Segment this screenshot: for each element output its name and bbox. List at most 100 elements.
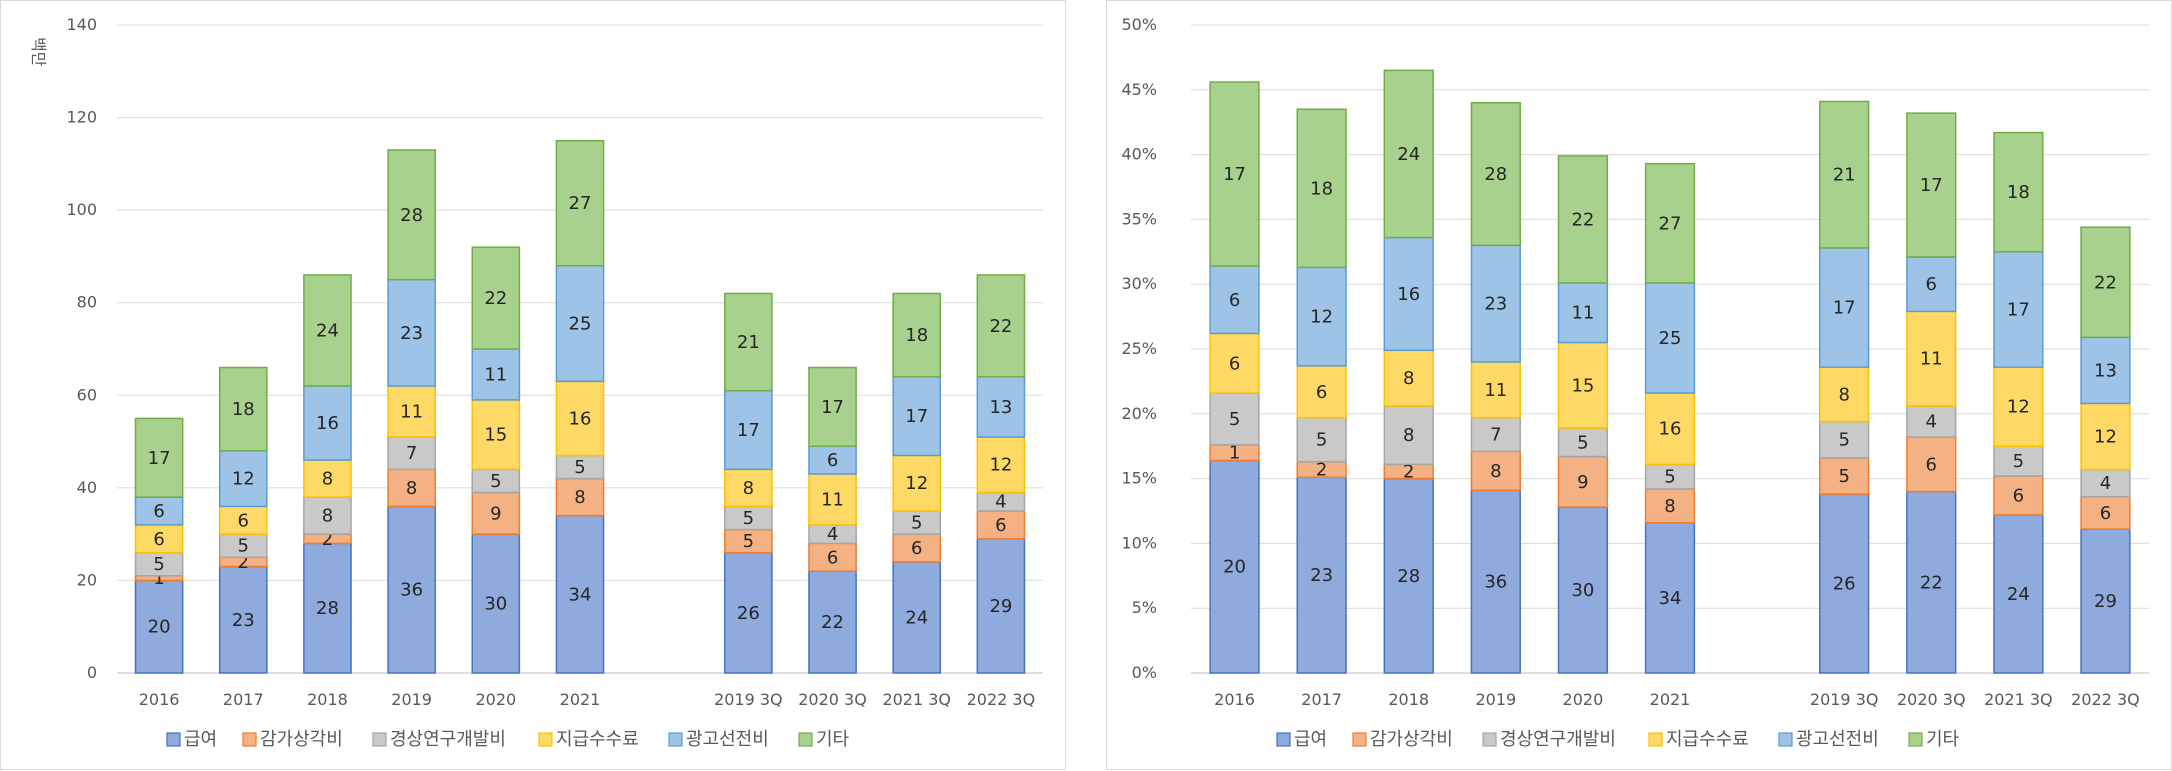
right-data-label: 5 bbox=[1577, 432, 1588, 453]
left-legend-swatch bbox=[242, 732, 257, 747]
right-data-label: 16 bbox=[1659, 419, 1682, 440]
right-bar-segment bbox=[2080, 495, 2131, 530]
right-bar-segment bbox=[1906, 490, 1957, 674]
left-data-label: 17 bbox=[905, 406, 928, 427]
left-legend-label: 지급수수료 bbox=[556, 729, 639, 750]
left-ytick-label: 100 bbox=[66, 200, 97, 219]
right-legend-label: 기타 bbox=[1926, 729, 1960, 750]
left-data-label: 5 bbox=[490, 471, 501, 492]
left-x-tick-label: 2018 bbox=[307, 690, 348, 709]
left-data-label: 28 bbox=[400, 205, 423, 226]
left-ytick-label: 0 bbox=[87, 663, 97, 682]
left-x-tick-label: 2021 3Q bbox=[882, 690, 951, 709]
right-data-label: 6 bbox=[1926, 454, 1937, 475]
right-legend-swatch bbox=[1648, 732, 1663, 747]
right-data-label: 11 bbox=[1571, 303, 1594, 324]
right-data-label: 11 bbox=[1484, 380, 1507, 401]
left-data-label: 17 bbox=[148, 448, 171, 469]
left-bar-segment bbox=[218, 450, 268, 508]
right-bar-segment bbox=[1296, 108, 1347, 269]
left-data-label: 16 bbox=[569, 408, 592, 429]
right-bar-segment bbox=[1819, 100, 1870, 249]
right-data-label: 23 bbox=[1310, 565, 1333, 586]
right-legend-swatch bbox=[1908, 732, 1923, 747]
right-bar-segment bbox=[1993, 445, 2044, 477]
left-data-label: 9 bbox=[490, 503, 501, 524]
right-data-label: 6 bbox=[2013, 485, 2024, 506]
left-data-label: 18 bbox=[232, 399, 255, 420]
left-data-label: 11 bbox=[821, 489, 844, 510]
right-data-label: 5 bbox=[1838, 430, 1849, 451]
left-data-label: 5 bbox=[743, 508, 754, 529]
right-data-label: 6 bbox=[1229, 353, 1240, 374]
left-ytick-label: 140 bbox=[66, 15, 97, 34]
left-data-label: 28 bbox=[316, 598, 339, 619]
right-x-tick-label: 2016 bbox=[1214, 690, 1255, 709]
left-data-label: 5 bbox=[743, 531, 754, 552]
right-legend-label: 광고선전비 bbox=[1796, 729, 1879, 750]
right-data-label: 27 bbox=[1659, 213, 1682, 234]
left-data-label: 8 bbox=[322, 506, 333, 527]
left-bar-segment bbox=[471, 491, 521, 535]
left-ytick-label: 80 bbox=[77, 293, 97, 312]
right-data-label: 24 bbox=[1397, 144, 1420, 165]
left-data-label: 2 bbox=[322, 529, 333, 550]
right-data-label: 8 bbox=[1664, 496, 1675, 517]
right-x-tick-label: 2019 bbox=[1475, 690, 1516, 709]
right-bar-segment bbox=[1296, 365, 1347, 419]
left-ytick-label: 120 bbox=[66, 108, 97, 127]
left-data-label: 8 bbox=[322, 469, 333, 490]
right-data-label: 6 bbox=[1229, 290, 1240, 311]
left-bar-segment bbox=[724, 292, 773, 392]
right-ytick-label: 15% bbox=[1121, 469, 1157, 488]
right-data-label: 8 bbox=[1403, 368, 1414, 389]
left-data-label: 11 bbox=[400, 401, 423, 422]
right-data-label: 5 bbox=[1838, 466, 1849, 487]
chart-left-svg: 020406080100120140백만20162015661720172325… bbox=[29, 15, 1043, 750]
right-ytick-label: 5% bbox=[1132, 598, 1157, 617]
right-bar-segment bbox=[1209, 332, 1260, 394]
left-bar-segment bbox=[387, 385, 436, 438]
left-data-label: 7 bbox=[406, 443, 417, 464]
right-ytick-label: 0% bbox=[1132, 663, 1157, 682]
left-bar-segment bbox=[808, 366, 857, 447]
left-data-label: 6 bbox=[238, 510, 249, 531]
right-bar-segment bbox=[1383, 405, 1434, 466]
left-bar-segment bbox=[218, 366, 268, 452]
left-bar-segment bbox=[892, 533, 942, 563]
right-legend-swatch bbox=[1276, 732, 1291, 747]
right-bar-segment bbox=[1906, 436, 1957, 493]
right-data-label: 26 bbox=[1833, 574, 1856, 595]
right-data-label: 5 bbox=[2013, 451, 2024, 472]
left-bar-segment bbox=[303, 385, 352, 461]
right-legend-swatch bbox=[1352, 732, 1367, 747]
right-data-label: 8 bbox=[1490, 461, 1501, 482]
right-x-tick-label: 2019 3Q bbox=[1810, 690, 1879, 709]
right-bar-segment bbox=[1557, 282, 1609, 344]
right-legend-label: 감가상각비 bbox=[1370, 729, 1453, 750]
left-bar-segment bbox=[471, 399, 521, 471]
right-bar-segment bbox=[1993, 251, 2044, 368]
right-x-tick-label: 2017 bbox=[1301, 690, 1342, 709]
right-x-tick-label: 2022 3Q bbox=[2071, 690, 2140, 709]
left-data-label: 5 bbox=[238, 536, 249, 557]
left-bar-segment bbox=[134, 417, 184, 498]
left-legend-label: 기타 bbox=[816, 729, 850, 750]
left-bar-segment bbox=[218, 505, 268, 535]
right-data-label: 17 bbox=[1223, 164, 1246, 185]
right-bar-segment bbox=[1470, 489, 1521, 674]
right-bar-segment bbox=[1209, 81, 1260, 267]
right-bar-segment bbox=[1383, 236, 1434, 352]
right-data-label: 22 bbox=[1571, 209, 1594, 230]
right-data-label: 15 bbox=[1571, 375, 1594, 396]
right-bar-segment bbox=[1993, 475, 2044, 516]
left-legend-swatch bbox=[166, 732, 181, 747]
left-data-label: 26 bbox=[737, 603, 760, 624]
left-bar-segment bbox=[303, 496, 352, 535]
left-bar-segment bbox=[808, 445, 857, 475]
left-bar-segment bbox=[724, 468, 773, 508]
right-data-label: 7 bbox=[1490, 425, 1501, 446]
right-data-label: 8 bbox=[1838, 384, 1849, 405]
left-ytick-label: 20 bbox=[77, 570, 97, 589]
left-bar-segment bbox=[976, 538, 1026, 674]
